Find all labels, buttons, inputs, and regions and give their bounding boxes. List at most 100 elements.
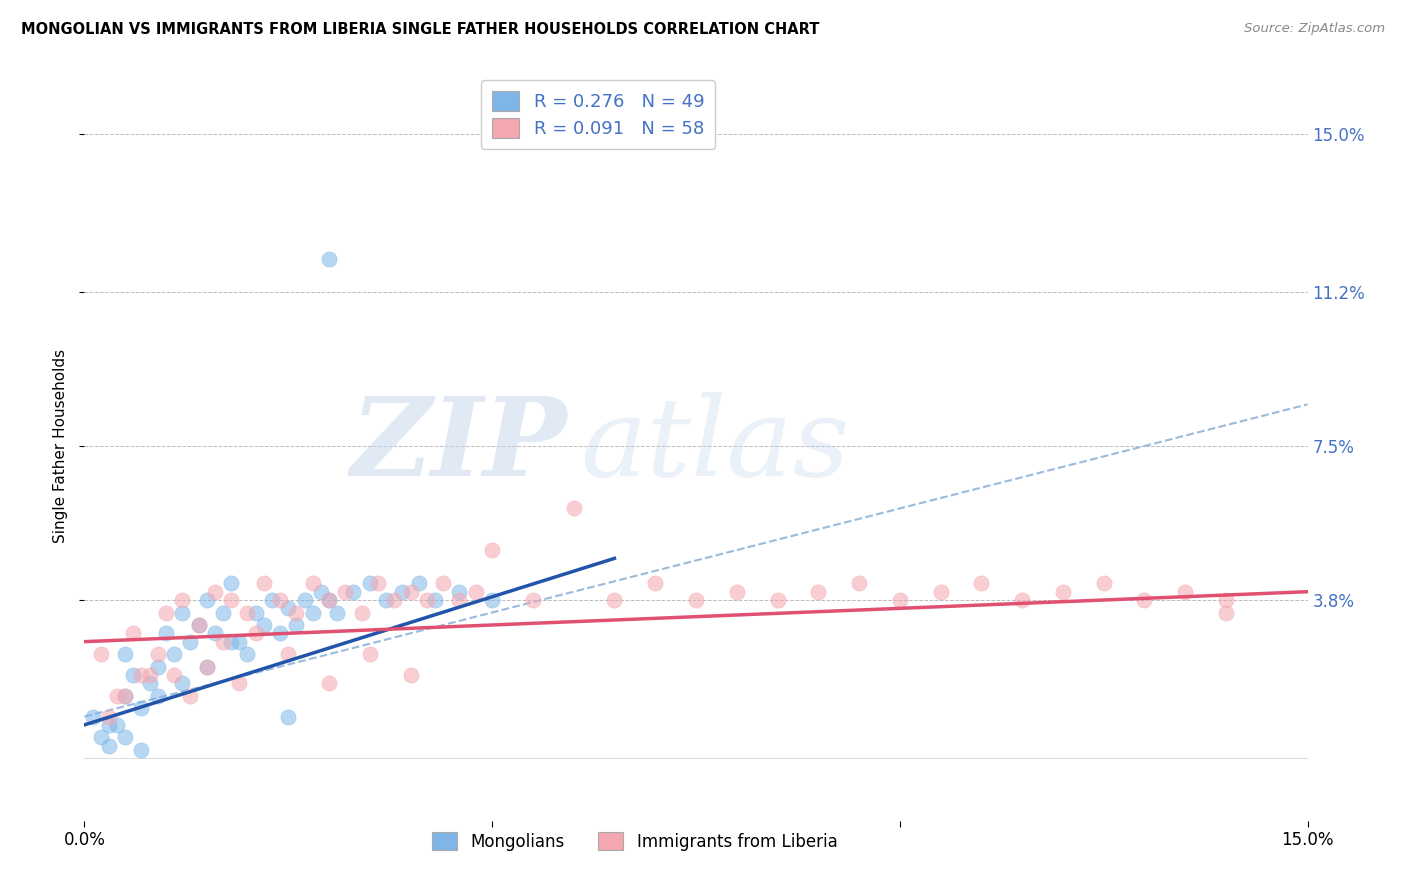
Point <box>146 659 169 673</box>
Point <box>131 668 153 682</box>
Point <box>432 576 454 591</box>
Point <box>1215 593 1237 607</box>
Point <box>391 584 413 599</box>
Point <box>929 584 952 599</box>
Point <box>481 543 503 558</box>
Point <box>97 709 120 723</box>
Point <box>318 593 340 607</box>
Point <box>644 576 666 591</box>
Point <box>114 689 136 703</box>
Point <box>342 584 364 599</box>
Point <box>326 606 349 620</box>
Point <box>1011 593 1033 607</box>
Point <box>449 584 471 599</box>
Point <box>359 647 381 661</box>
Point <box>138 676 160 690</box>
Point <box>179 689 201 703</box>
Point <box>382 593 405 607</box>
Y-axis label: Single Father Households: Single Father Households <box>53 349 69 543</box>
Point <box>848 576 870 591</box>
Text: Source: ZipAtlas.com: Source: ZipAtlas.com <box>1244 22 1385 36</box>
Point <box>399 584 422 599</box>
Point <box>301 576 323 591</box>
Point <box>172 606 194 620</box>
Point <box>318 252 340 266</box>
Point <box>269 593 291 607</box>
Point <box>90 647 112 661</box>
Point <box>236 647 259 661</box>
Point <box>309 584 332 599</box>
Point <box>179 634 201 648</box>
Point <box>359 576 381 591</box>
Point <box>219 634 242 648</box>
Point <box>105 718 128 732</box>
Point <box>195 659 218 673</box>
Point <box>187 618 209 632</box>
Point <box>228 634 250 648</box>
Point <box>172 593 194 607</box>
Point <box>522 593 544 607</box>
Point <box>90 731 112 745</box>
Point <box>253 576 276 591</box>
Point <box>766 593 789 607</box>
Point <box>97 739 120 753</box>
Point <box>301 606 323 620</box>
Point <box>245 626 267 640</box>
Point <box>375 593 398 607</box>
Point <box>260 593 283 607</box>
Point <box>212 634 235 648</box>
Point <box>131 701 153 715</box>
Point <box>685 593 707 607</box>
Point <box>562 501 585 516</box>
Point <box>408 576 430 591</box>
Point <box>277 647 299 661</box>
Point <box>350 606 373 620</box>
Text: MONGOLIAN VS IMMIGRANTS FROM LIBERIA SINGLE FATHER HOUSEHOLDS CORRELATION CHART: MONGOLIAN VS IMMIGRANTS FROM LIBERIA SIN… <box>21 22 820 37</box>
Point <box>219 593 242 607</box>
Point <box>1215 606 1237 620</box>
Text: atlas: atlas <box>579 392 849 500</box>
Point <box>146 689 169 703</box>
Point <box>335 584 357 599</box>
Point <box>204 584 226 599</box>
Point <box>294 593 316 607</box>
Point <box>725 584 748 599</box>
Point <box>277 709 299 723</box>
Point <box>114 689 136 703</box>
Point <box>423 593 446 607</box>
Point <box>172 676 194 690</box>
Point <box>970 576 993 591</box>
Point <box>163 647 186 661</box>
Point <box>1174 584 1197 599</box>
Point <box>114 647 136 661</box>
Point <box>114 731 136 745</box>
Point <box>367 576 389 591</box>
Point <box>204 626 226 640</box>
Point <box>449 593 471 607</box>
Point <box>195 659 218 673</box>
Point <box>212 606 235 620</box>
Point <box>82 709 104 723</box>
Point <box>399 668 422 682</box>
Point <box>889 593 911 607</box>
Point <box>97 718 120 732</box>
Point <box>1052 584 1074 599</box>
Point <box>245 606 267 620</box>
Point <box>253 618 276 632</box>
Point <box>122 626 145 640</box>
Point <box>236 606 259 620</box>
Point <box>285 618 308 632</box>
Point <box>228 676 250 690</box>
Point <box>481 593 503 607</box>
Point <box>1133 593 1156 607</box>
Point <box>122 668 145 682</box>
Point <box>269 626 291 640</box>
Point <box>318 593 340 607</box>
Point <box>277 601 299 615</box>
Point <box>1092 576 1115 591</box>
Point <box>219 576 242 591</box>
Text: ZIP: ZIP <box>352 392 568 500</box>
Point <box>155 606 177 620</box>
Point <box>285 606 308 620</box>
Point <box>105 689 128 703</box>
